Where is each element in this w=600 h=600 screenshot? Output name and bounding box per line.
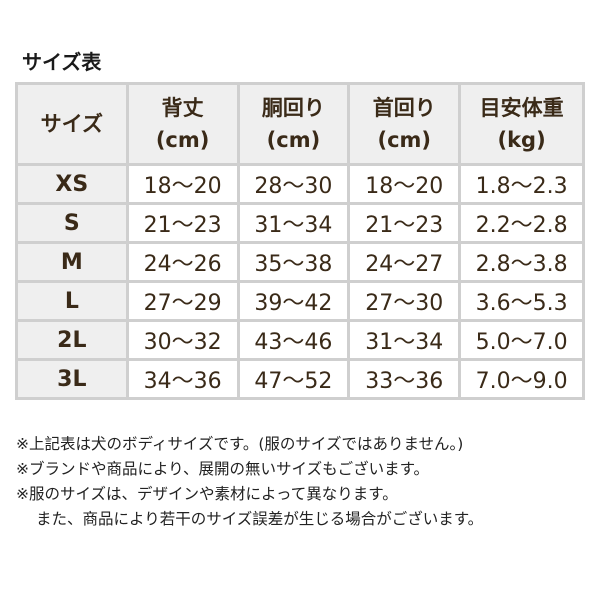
value-cell: 2.8～3.8 xyxy=(458,241,585,283)
header-back-length: 背丈 (cm) xyxy=(125,82,240,166)
size-cell: M xyxy=(15,241,129,283)
table-row: 3L 34～36 47～52 33～36 7.0～9.0 xyxy=(15,358,585,400)
value-cell: 34～36 xyxy=(125,358,240,400)
value-cell: 5.0～7.0 xyxy=(458,319,585,361)
size-cell: 3L xyxy=(15,358,129,400)
value-cell: 27～29 xyxy=(125,280,240,322)
value-cell: 1.8～2.3 xyxy=(458,163,585,205)
table-row: 2L 30～32 43～46 31～34 5.0～7.0 xyxy=(15,319,585,361)
size-cell: L xyxy=(15,280,129,322)
page-title: サイズ表 xyxy=(22,50,102,74)
value-cell: 2.2～2.8 xyxy=(458,202,585,244)
header-unit: (cm) xyxy=(155,128,210,152)
size-cell: S xyxy=(15,202,129,244)
value-cell: 24～27 xyxy=(347,241,462,283)
header-size: サイズ xyxy=(15,82,129,166)
header-label: 目安体重 xyxy=(479,96,564,120)
value-cell: 31～34 xyxy=(236,202,351,244)
note: ※ブランドや商品により、展開の無いサイズもございます。 xyxy=(16,460,430,478)
value-cell: 43～46 xyxy=(236,319,351,361)
header-weight: 目安体重 (kg) xyxy=(458,82,585,166)
value-cell: 30～32 xyxy=(125,319,240,361)
notes: ※上記表は犬のボディサイズです。(服のサイズではありません。) ※ブランドや商品… xyxy=(16,432,483,532)
size-cell: XS xyxy=(15,163,129,205)
note: ※上記表は犬のボディサイズです。(服のサイズではありません。) xyxy=(16,435,464,453)
value-cell: 35～38 xyxy=(236,241,351,283)
header-label: 背丈 xyxy=(161,96,204,120)
value-cell: 3.6～5.3 xyxy=(458,280,585,322)
size-cell: 2L xyxy=(15,319,129,361)
header-label: 胴回り xyxy=(261,96,325,120)
value-cell: 7.0～9.0 xyxy=(458,358,585,400)
size-table: サイズ 背丈 (cm) 胴回り (cm) 首回り (cm) 目安体重 (kg) XS 18… xyxy=(15,82,585,400)
value-cell: 47～52 xyxy=(236,358,351,400)
table-row: S 21～23 31～34 21～23 2.2～2.8 xyxy=(15,202,585,244)
value-cell: 21～23 xyxy=(347,202,462,244)
value-cell: 18～20 xyxy=(125,163,240,205)
header-label: サイズ xyxy=(40,112,104,136)
header-unit: (cm) xyxy=(377,128,432,152)
note: また、商品により若干のサイズ誤差が生じる場合がございます。 xyxy=(36,510,484,528)
header-unit: (kg) xyxy=(497,128,546,152)
header-unit: (cm) xyxy=(266,128,321,152)
value-cell: 21～23 xyxy=(125,202,240,244)
header-neck: 首回り (cm) xyxy=(347,82,462,166)
note: ※服のサイズは、デザインや素材によって異なります。 xyxy=(16,485,398,503)
value-cell: 24～26 xyxy=(125,241,240,283)
table-row: XS 18～20 28～30 18～20 1.8～2.3 xyxy=(15,163,585,205)
header-label: 首回り xyxy=(372,96,436,120)
value-cell: 33～36 xyxy=(347,358,462,400)
header-waist: 胴回り (cm) xyxy=(236,82,351,166)
value-cell: 28～30 xyxy=(236,163,351,205)
header-row: サイズ 背丈 (cm) 胴回り (cm) 首回り (cm) 目安体重 (kg) xyxy=(15,82,585,166)
value-cell: 31～34 xyxy=(347,319,462,361)
table-row: M 24～26 35～38 24～27 2.8～3.8 xyxy=(15,241,585,283)
value-cell: 39～42 xyxy=(236,280,351,322)
value-cell: 18～20 xyxy=(347,163,462,205)
value-cell: 27～30 xyxy=(347,280,462,322)
table-row: L 27～29 39～42 27～30 3.6～5.3 xyxy=(15,280,585,322)
